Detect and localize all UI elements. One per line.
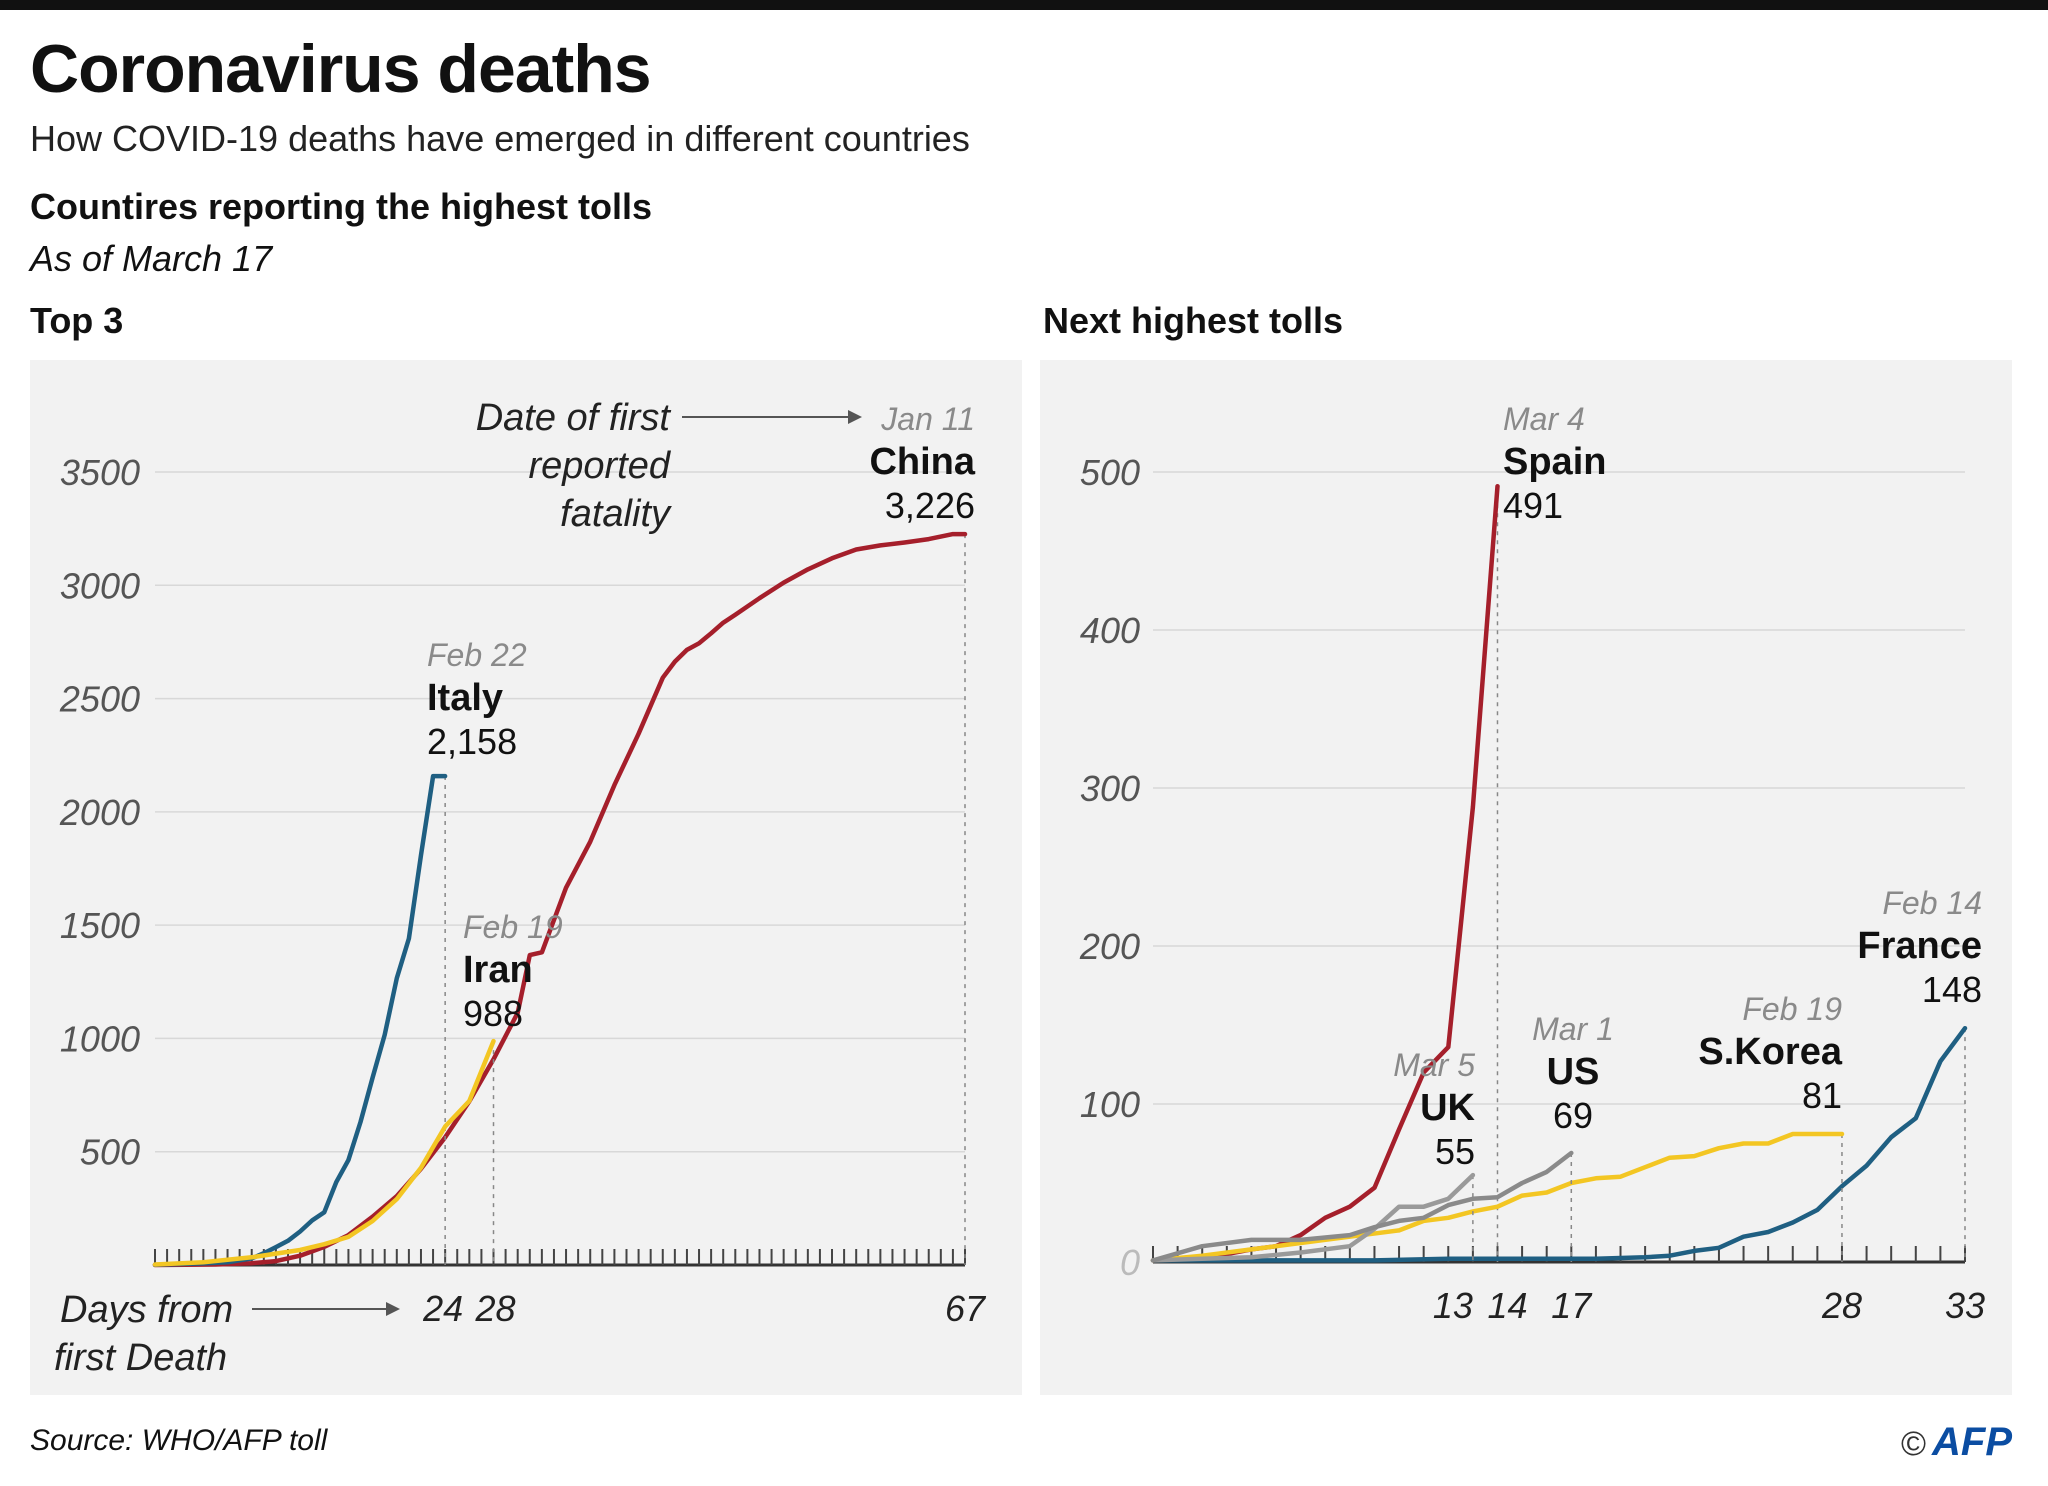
x-tick-label: 17: [1551, 1285, 1593, 1326]
series-name-spain: Spain: [1503, 441, 1606, 483]
page-subtitle: How COVID-19 deaths have emerged in diff…: [30, 118, 970, 159]
x-tick-label: 67: [945, 1288, 987, 1329]
first-death-date-italy: Feb 22: [427, 637, 527, 673]
series-value-uk: 55: [1435, 1131, 1475, 1172]
series-value-china: 3,226: [885, 485, 975, 526]
y-tick-label: 200: [1079, 926, 1140, 967]
days-from-note-line: first Death: [54, 1337, 227, 1379]
series-line-uk: [1150, 1172, 1476, 1263]
series-name-france: France: [1857, 925, 1982, 967]
as-of-date: As of March 17: [30, 238, 273, 279]
first-fatality-note-line: fatality: [560, 493, 672, 535]
top-bar: [0, 0, 2048, 10]
y-tick-label: 3000: [60, 565, 140, 606]
panel-background: [1040, 360, 2012, 1395]
y-tick-label: 300: [1080, 768, 1140, 809]
series-line-us: [1150, 1150, 1574, 1263]
series-name-s-korea: S.Korea: [1698, 1031, 1842, 1073]
section-heading: Countires reporting the highest tolls: [30, 186, 653, 227]
series-line-iran: [152, 1038, 496, 1267]
afp-logo-text: AFP: [1932, 1420, 2012, 1464]
page-title: Coronavirus deaths: [30, 31, 652, 107]
series-value-spain: 491: [1503, 485, 1563, 526]
right-panel-title: Next highest tolls: [1043, 300, 1344, 341]
series-value-us: 69: [1553, 1095, 1593, 1136]
y-tick-label: 1500: [60, 905, 140, 946]
first-death-date-france: Feb 14: [1882, 885, 1982, 921]
y-tick-label: 2000: [59, 792, 140, 833]
series-name-iran: Iran: [463, 949, 533, 991]
top3-line-chart: 500 1000 1500 2000 2500 3000 3500 24 28 67 Jan 11 C…: [30, 360, 1022, 1395]
series-value-france: 148: [1922, 969, 1982, 1010]
series-value-s-korea: 81: [1802, 1075, 1842, 1116]
series-name-italy: Italy: [427, 677, 503, 719]
y-tick-label: 3500: [60, 452, 140, 493]
y-tick-label: 400: [1080, 610, 1140, 651]
x-tick-label: 28: [1821, 1285, 1862, 1326]
source-note: Source: WHO/AFP toll: [30, 1424, 328, 1457]
series-line-france: [1150, 1025, 1968, 1263]
series-name-uk: UK: [1420, 1087, 1475, 1129]
first-fatality-arrow-head: [848, 410, 862, 424]
first-death-date-uk: Mar 5: [1393, 1047, 1475, 1083]
y-tick-label: 0: [1120, 1242, 1140, 1283]
y-tick-label: 1000: [60, 1018, 140, 1059]
days-from-arrow-head: [386, 1302, 400, 1316]
y-tick-label: 500: [80, 1132, 140, 1173]
left-panel-title: Top 3: [30, 300, 124, 341]
days-from-note-line: Days from: [60, 1289, 233, 1331]
panel-background: [30, 360, 1022, 1395]
first-fatality-note-line: Date of first: [476, 397, 672, 439]
first-death-date-spain: Mar 4: [1503, 401, 1585, 437]
series-value-italy: 2,158: [427, 721, 517, 762]
first-death-date-us: Mar 1: [1532, 1011, 1614, 1047]
copyright-symbol: ©: [1900, 1425, 1926, 1463]
series-name-us: US: [1547, 1051, 1600, 1093]
x-tick-label: 24: [422, 1288, 463, 1329]
first-death-date-iran: Feb 19: [463, 909, 563, 945]
y-tick-label: 500: [1080, 452, 1140, 493]
first-death-date-s-korea: Feb 19: [1742, 991, 1842, 1027]
x-tick-label: 14: [1487, 1285, 1527, 1326]
first-fatality-note-line: reported: [528, 445, 671, 487]
x-tick-label: 33: [1945, 1285, 1985, 1326]
x-tick-label: 28: [474, 1288, 515, 1329]
series-value-iran: 988: [463, 993, 523, 1034]
x-tick-label: 13: [1433, 1285, 1473, 1326]
y-tick-label: 100: [1080, 1084, 1140, 1125]
first-death-date-china: Jan 11: [880, 401, 975, 437]
series-name-china: China: [869, 441, 975, 483]
afp-logo: © AFP: [1901, 1420, 2012, 1465]
y-tick-label: 2500: [59, 679, 140, 720]
